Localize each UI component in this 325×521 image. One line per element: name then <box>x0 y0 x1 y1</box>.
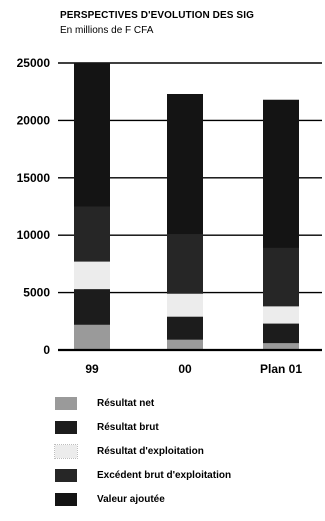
legend-item-resultat-exploitation: Résultat d'exploitation <box>54 439 320 463</box>
y-tick-label: 10000 <box>17 228 51 242</box>
y-tick-label: 0 <box>43 343 50 357</box>
x-tick-label: 99 <box>85 362 99 376</box>
legend-swatch-resultat-exploitation <box>54 443 78 459</box>
x-tick-label: 00 <box>178 362 192 376</box>
legend-label-excedent-brut: Excédent brut d'exploitation <box>97 469 232 481</box>
legend-swatch-excedent-brut <box>55 468 77 482</box>
y-tick-label: 25000 <box>17 56 51 70</box>
chart-subtitle: En millions de F CFA <box>60 25 154 36</box>
y-tick-label: 5000 <box>23 286 50 300</box>
legend-label-valeur-ajoutee: Valeur ajoutée <box>97 493 165 505</box>
legend-label-resultat-net: Résultat net <box>97 397 155 409</box>
bar <box>74 324 110 350</box>
legend-label-resultat-brut: Résultat brut <box>97 421 159 433</box>
y-tick-label: 15000 <box>17 171 51 185</box>
bar <box>263 343 299 350</box>
legend-swatch-valeur-ajoutee <box>55 492 77 506</box>
x-tick-label: Plan 01 <box>260 362 302 376</box>
chart-title: PERSPECTIVES D'EVOLUTION DES SIG <box>60 10 254 21</box>
legend-swatch-resultat-net <box>55 396 77 410</box>
legend-swatch-resultat-brut <box>55 420 77 434</box>
sig-bar-chart: 25000 20000 15000 10000 5000 0 99 00 Plan 01 <box>17 56 322 376</box>
chart-header: PERSPECTIVES D'EVOLUTION DES SIG En mill… <box>60 10 322 36</box>
legend-item-resultat-brut: Résultat brut <box>55 415 320 439</box>
bar <box>167 339 203 350</box>
y-tick-label: 20000 <box>17 113 51 127</box>
legend-item-resultat-net: Résultat net <box>55 391 320 415</box>
legend-label-resultat-exploitation: Résultat d'exploitation <box>97 445 204 457</box>
legend-item-valeur-ajoutee: Valeur ajoutée <box>55 487 320 511</box>
chart-legend: Résultat net Résultat brut Résultat d'ex… <box>54 391 320 511</box>
legend-item-excedent-brut: Excédent brut d'exploitation <box>55 463 320 487</box>
